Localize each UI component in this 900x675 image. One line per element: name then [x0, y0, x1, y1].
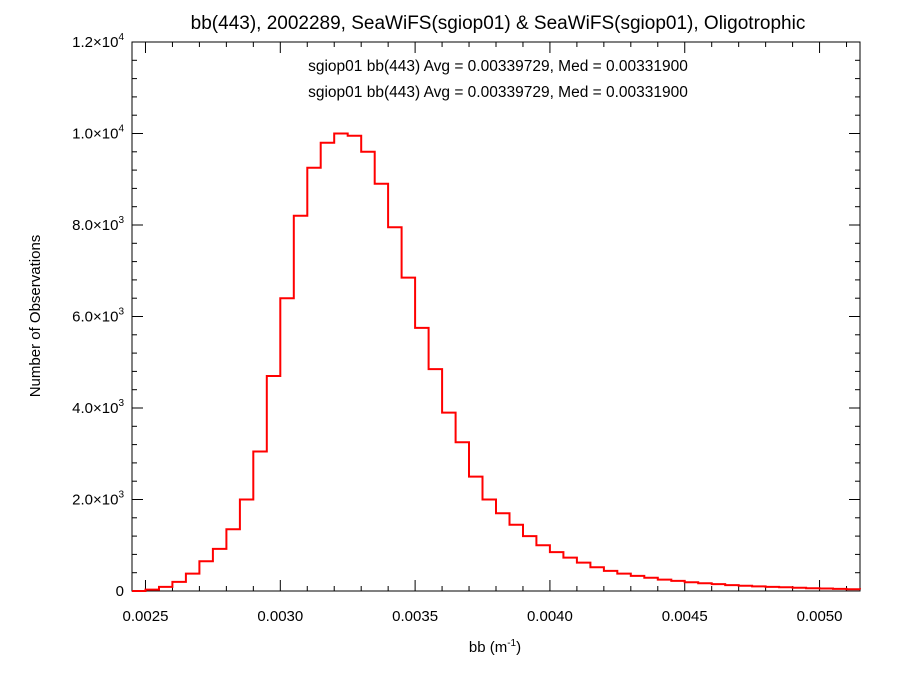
legend-entry-black: sgiop01 bb(443) Avg = 0.00339729, Med = … [308, 58, 688, 75]
y-tick-exponent: 3 [118, 307, 124, 318]
y-tick-mantissa: 6.0×10 [72, 309, 118, 326]
y-tick-label: 0 [116, 583, 124, 600]
y-tick-exponent: 3 [118, 490, 124, 501]
y-tick-mantissa: 8.0×10 [72, 217, 118, 234]
series-layer [132, 132, 861, 592]
x-tick-label: 0.0025 [123, 608, 169, 625]
x-tick-label: 0.0050 [797, 608, 843, 625]
y-tick-mantissa: 1.0×10 [72, 126, 118, 143]
y-axis-ticks: 02.0×1034.0×1036.0×1038.0×1031.0×1041.2×… [72, 32, 860, 600]
x-axis-label-base: bb (m [469, 639, 507, 656]
y-tick-exponent: 4 [118, 32, 124, 43]
y-tick-exponent: 4 [118, 124, 124, 135]
y-tick-mantissa: 2.0×10 [72, 492, 118, 509]
x-tick-label: 0.0035 [392, 608, 438, 625]
y-tick-label: 8.0×103 [72, 215, 124, 234]
y-tick-label: 2.0×103 [72, 490, 124, 509]
x-axis-ticks: 0.0025 0.0030 0.0035 0.0040 0.0045 0.0050 [123, 42, 848, 625]
x-axis-label-close: ) [516, 639, 521, 656]
histogram-series-line [132, 132, 861, 592]
y-tick-exponent: 3 [118, 398, 124, 409]
y-tick-mantissa: 4.0×10 [72, 400, 118, 417]
y-tick-exponent: 3 [118, 215, 124, 226]
y-tick-mantissa: 1.2×10 [72, 34, 118, 51]
legend-entry-red: sgiop01 bb(443) Avg = 0.00339729, Med = … [308, 84, 688, 101]
y-tick-label: 4.0×103 [72, 398, 124, 417]
y-tick-label: 1.2×104 [72, 32, 124, 51]
y-axis-label: Number of Observations [27, 235, 44, 398]
x-tick-label: 0.0030 [257, 608, 303, 625]
chart-title: bb(443), 2002289, SeaWiFS(sgiop01) & Sea… [191, 13, 806, 34]
x-tick-label: 0.0040 [527, 608, 573, 625]
x-axis-label: bb (m-1) [469, 638, 521, 656]
x-tick-label: 0.0045 [662, 608, 708, 625]
x-axis-label-sup: -1 [507, 638, 516, 649]
y-tick-label: 6.0×103 [72, 307, 124, 326]
y-tick-label: 1.0×104 [72, 124, 124, 143]
